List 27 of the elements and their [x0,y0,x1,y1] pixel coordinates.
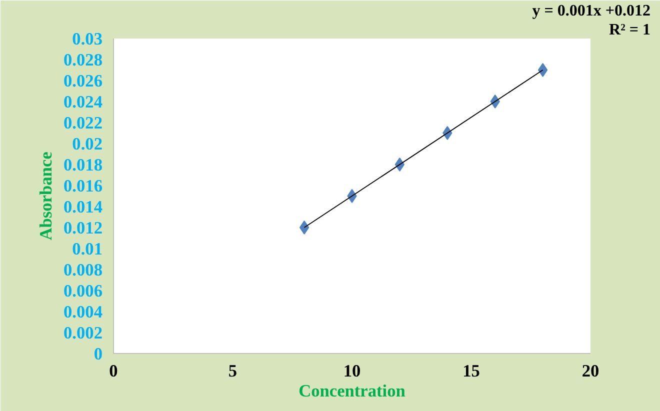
y-tick-label: 0.004 [64,302,103,322]
point [538,63,548,77]
x-tick-label: 5 [228,362,238,380]
x-tick-label: 15 [462,362,480,380]
y-tick-label: 0.026 [64,72,103,90]
y-tick-label: 0.01 [72,240,103,258]
y-tick-label: 0.018 [64,156,103,174]
x-tick-label: 0 [109,362,118,380]
y-tick-label: 0 [94,344,103,364]
y-tick-label: 0.02 [72,134,103,154]
y-tick-label: 0.014 [64,198,103,216]
y-tick-label: 0.002 [64,324,103,342]
y-axis-title: Absorbance [36,151,56,240]
y-tick-label: 0.03 [72,30,103,48]
y-tick-label: 0.024 [64,92,103,112]
y-tick-label: 0.008 [64,260,103,280]
x-tick-label: 20 [582,362,600,380]
point [299,220,310,234]
y-tick-label: 0.016 [64,176,103,196]
y-tick-label: 0.028 [64,50,103,70]
y-tick-label: 0.006 [64,282,103,300]
x-tick-label: 10 [343,362,361,380]
y-tick-label: 0.022 [64,114,103,132]
y-tick-label: 0.012 [64,218,103,238]
text: R² = 1 [609,22,650,38]
x-axis-title: Concentration [298,382,406,400]
text: y = 0.001x +0.012 [532,2,650,20]
